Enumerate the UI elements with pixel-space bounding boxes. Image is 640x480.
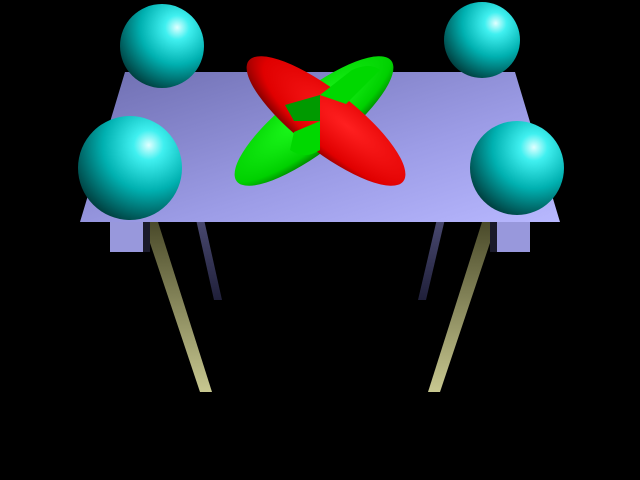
table-leg-front-right bbox=[428, 222, 497, 392]
red-ellipsoid bbox=[246, 56, 406, 186]
table-leg-front-left bbox=[143, 222, 212, 392]
sphere-back-right bbox=[444, 2, 520, 78]
sphere-front-right bbox=[470, 121, 564, 215]
green-ellipsoid-overlap-top bbox=[320, 66, 380, 104]
green-ellipsoid-overlap-bottom bbox=[290, 121, 320, 155]
red-ellipsoid-overlap bbox=[285, 95, 320, 121]
sphere-front-left bbox=[78, 116, 182, 220]
table-leg-front-left-edge bbox=[143, 222, 150, 252]
sphere-back-left bbox=[120, 4, 204, 88]
table-leg-front-right-edge bbox=[490, 222, 497, 252]
table-side-left bbox=[110, 222, 150, 252]
table-side-right bbox=[490, 222, 530, 252]
